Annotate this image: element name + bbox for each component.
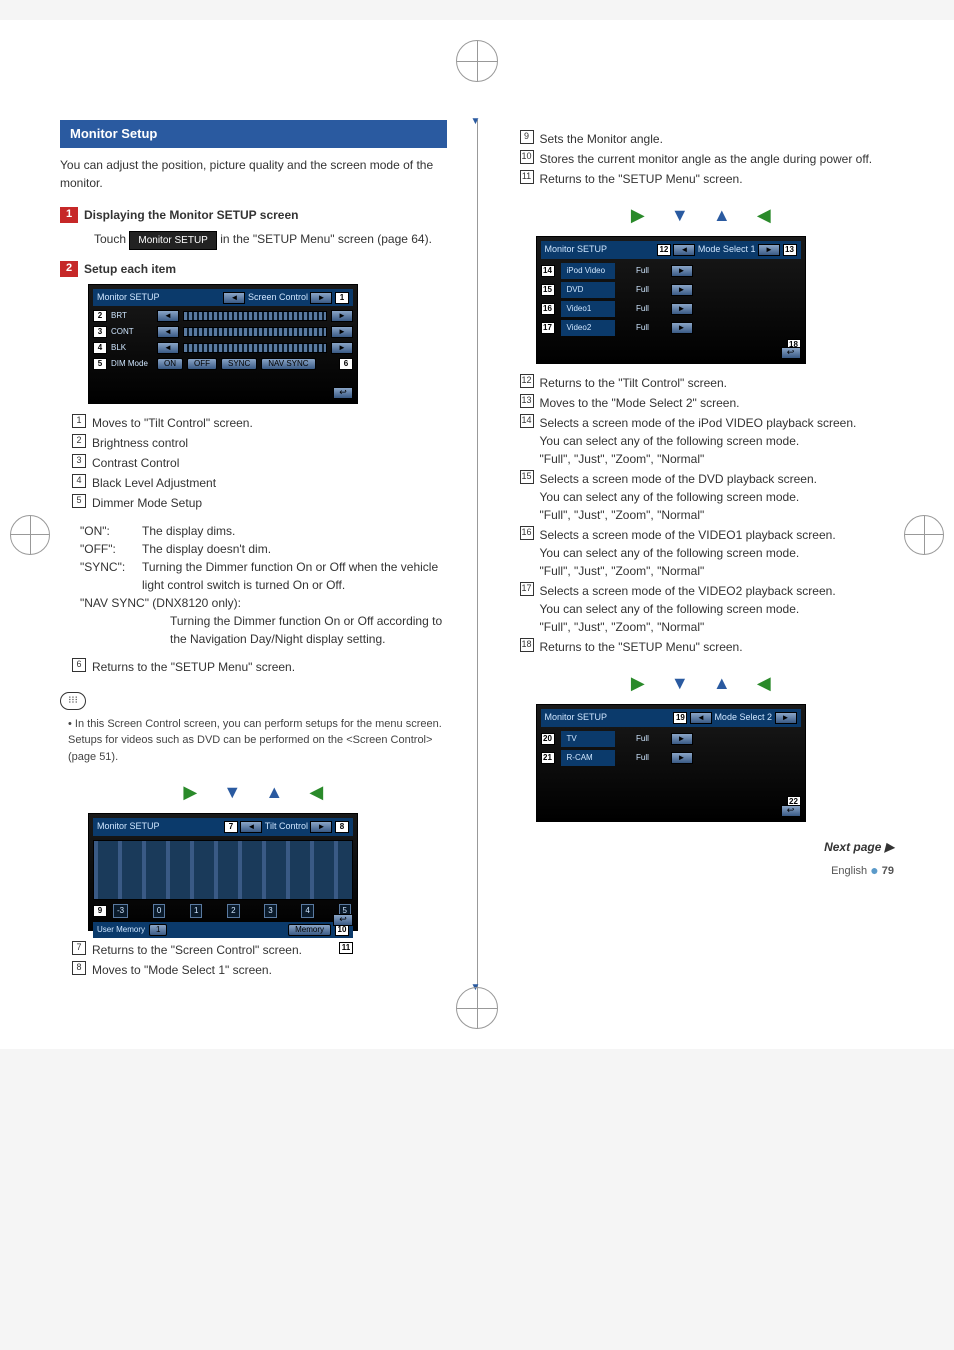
- step-title: Setup each item: [84, 260, 176, 278]
- dimmer-options: "ON":The display dims. "OFF":The display…: [80, 522, 447, 648]
- return-icon: ↩: [781, 347, 801, 359]
- step-1-heading: 1 Displaying the Monitor SETUP screen: [60, 206, 447, 224]
- callout-list-right-b: 12Returns to the "Tilt Control" screen. …: [520, 374, 895, 656]
- callout-list-b: 6Returns to the "SETUP Menu" screen.: [72, 658, 447, 676]
- nav-down-icon: ▼: [215, 779, 249, 805]
- intro-text: You can adjust the position, picture qua…: [60, 156, 447, 192]
- screenshot-mode-select-2: Monitor SETUP 19 ◄ Mode Select 2 ► 20 TV…: [536, 704, 806, 822]
- note-icon: ⁝⁝⁝: [60, 692, 86, 710]
- page: Monitor Setup You can adjust the positio…: [0, 20, 954, 1049]
- right-column: 9Sets the Monitor angle. 10Stores the cu…: [508, 120, 895, 989]
- nav-down-icon: ▼: [663, 670, 697, 696]
- screenshot-tilt-control: Monitor SETUP 7 ◄ Tilt Control ► 8 9 -3 …: [88, 813, 358, 931]
- touch-instruction: Touch Monitor SETUP in the "SETUP Menu" …: [94, 230, 447, 250]
- step-number: 1: [60, 207, 78, 223]
- screenshot-mode-select-1: Monitor SETUP 12 ◄ Mode Select 1 ► 13 14…: [536, 236, 806, 364]
- nav-next-icon: ▶: [621, 202, 655, 228]
- step-title: Displaying the Monitor SETUP screen: [84, 206, 299, 224]
- screenshot-screen-control: Monitor SETUP ◄ Screen Control ► 1 2 BRT…: [88, 284, 358, 404]
- callout-list-a: 1Moves to "Tilt Control" screen. 2Bright…: [72, 414, 447, 512]
- nav-next-icon: ▶: [173, 779, 207, 805]
- callout-list-right-a: 9Sets the Monitor angle. 10Stores the cu…: [520, 130, 895, 188]
- crop-mark: [10, 515, 50, 555]
- crop-mark: [904, 515, 944, 555]
- nav-up-icon: ▲: [257, 779, 291, 805]
- content-columns: Monitor Setup You can adjust the positio…: [60, 120, 894, 989]
- nav-prev-icon: ◀: [299, 779, 333, 805]
- column-divider: [477, 120, 478, 989]
- tilt-visual: [93, 840, 353, 900]
- nav-button-row: ▶ ▼ ▲ ◀: [508, 670, 895, 696]
- return-icon: ↩: [333, 914, 353, 926]
- step-2-heading: 2 Setup each item: [60, 260, 447, 278]
- note-block: ⁝⁝⁝ • In this Screen Control screen, you…: [60, 686, 447, 766]
- bullet-icon: ●: [870, 862, 878, 878]
- nav-button-row: ▶ ▼ ▲ ◀: [60, 779, 447, 805]
- nav-up-icon: ▲: [705, 202, 739, 228]
- page-footer: English ● 79: [508, 860, 895, 881]
- nav-prev-icon: ◀: [747, 670, 781, 696]
- nav-next-icon: ▶: [621, 670, 655, 696]
- section-header: Monitor Setup: [60, 120, 447, 148]
- next-page-link: Next page ▶: [508, 838, 895, 856]
- left-column: Monitor Setup You can adjust the positio…: [60, 120, 447, 989]
- return-icon: ↩: [333, 387, 353, 399]
- nav-prev-icon: ◀: [747, 202, 781, 228]
- nav-button-row: ▶ ▼ ▲ ◀: [508, 202, 895, 228]
- touch-button: Monitor SETUP: [129, 231, 216, 250]
- return-icon: ↩: [781, 805, 801, 817]
- nav-up-icon: ▲: [705, 670, 739, 696]
- nav-down-icon: ▼: [663, 202, 697, 228]
- step-number: 2: [60, 261, 78, 277]
